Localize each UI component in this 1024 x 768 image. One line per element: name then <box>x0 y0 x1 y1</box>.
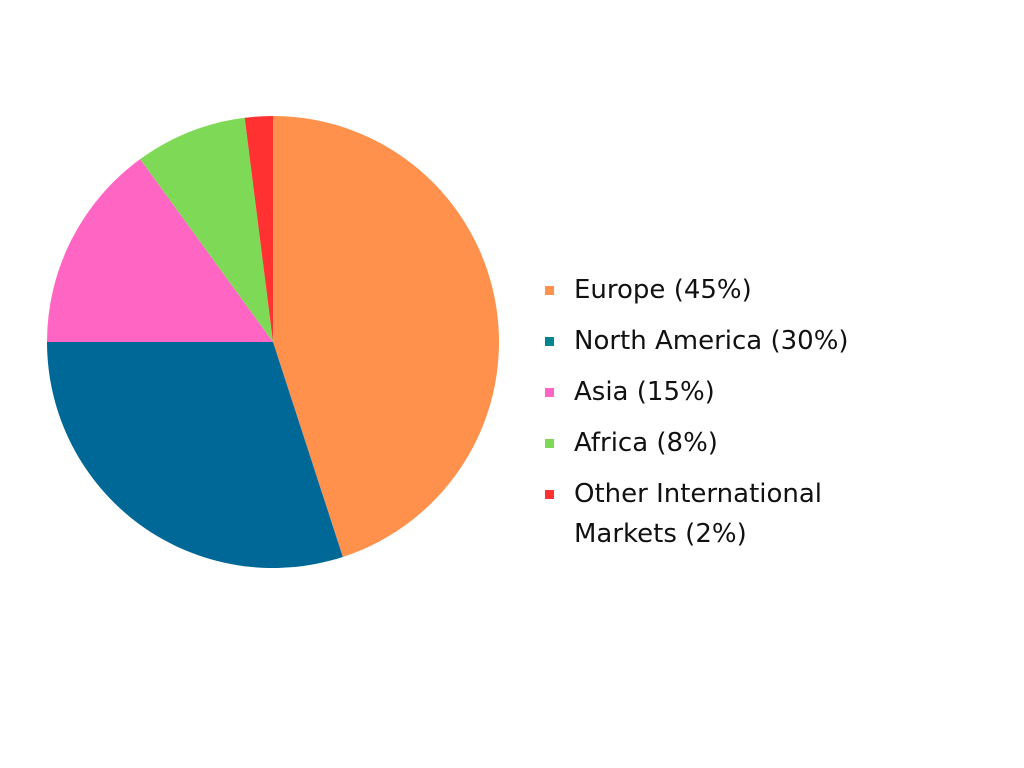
legend-label-europe: Europe (45%) <box>574 275 752 305</box>
legend-swatch-europe <box>545 286 554 295</box>
legend-item-north-america: North America (30%) <box>545 321 905 361</box>
pie-slice-2 <box>47 159 273 342</box>
legend-label-africa: Africa (8%) <box>574 428 718 458</box>
legend-label-other-international-markets: Other International Markets (2%) <box>574 479 823 549</box>
pie-slice-3 <box>140 117 273 342</box>
legend-label-asia: Asia (15%) <box>574 377 715 407</box>
chart-legend: Europe (45%) North America (30%) Asia (1… <box>545 270 905 565</box>
legend-item-europe: Europe (45%) <box>545 270 905 310</box>
legend-swatch-north-america <box>545 337 554 346</box>
legend-item-africa: Africa (8%) <box>545 423 905 463</box>
legend-swatch-africa <box>545 439 554 448</box>
pie-slice-4 <box>244 116 273 342</box>
legend-item-other-international-markets: Other International Markets (2%) <box>545 474 905 554</box>
legend-swatch-other-international-markets <box>545 490 554 499</box>
legend-item-asia: Asia (15%) <box>545 372 905 412</box>
pie-slice-1 <box>47 342 343 568</box>
legend-label-north-america: North America (30%) <box>574 326 849 356</box>
pie-slice-0 <box>273 116 499 557</box>
legend-swatch-asia <box>545 388 554 397</box>
